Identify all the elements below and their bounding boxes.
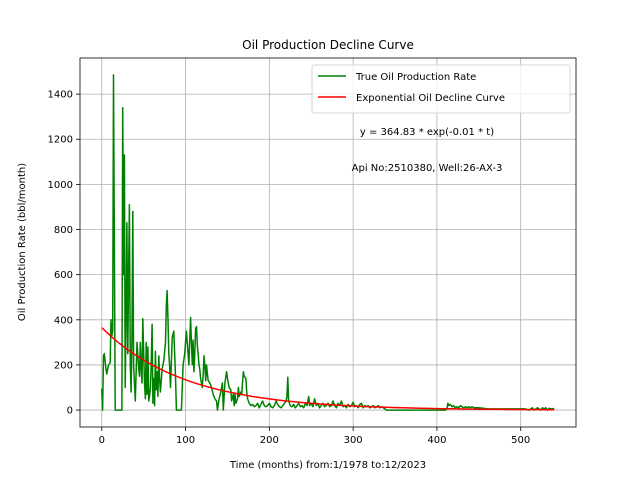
equation-annotation: y = 364.83 * exp(-0.01 * t) xyxy=(360,127,494,138)
y-tick-label: 1400 xyxy=(48,90,73,101)
x-tick-label: 500 xyxy=(511,435,530,446)
legend-label-true-rate: True Oil Production Rate xyxy=(355,72,476,83)
y-tick-label: 800 xyxy=(54,225,73,236)
legend-box xyxy=(311,64,571,114)
y-axis-label: Oil Production Rate (bbl/month) xyxy=(17,163,28,321)
x-axis-label: Time (months) from:1/1978 to:12/2023 xyxy=(229,460,426,471)
legend: True Oil Production Rate Exponential Oil… xyxy=(311,64,571,114)
plot-frame xyxy=(79,57,577,428)
x-tick-label: 400 xyxy=(427,435,446,446)
axis-ticks: 0 100 200 300 400 500 0 200 400 600 800 1000 1200 140… xyxy=(48,90,531,446)
well-annotation: Api No:2510380, Well:26-AX-3 xyxy=(352,163,503,174)
y-tick-label: 1200 xyxy=(48,135,73,146)
y-tick-label: 0 xyxy=(67,406,73,417)
y-tick-label: 1000 xyxy=(48,180,73,191)
x-tick-label: 0 xyxy=(99,435,105,446)
series-layer xyxy=(101,74,555,411)
x-tick-label: 200 xyxy=(260,435,279,446)
x-tick-label: 300 xyxy=(344,435,363,446)
y-tick-label: 400 xyxy=(54,315,73,326)
series-exponential-decline-curve xyxy=(101,327,555,411)
y-tick-label: 600 xyxy=(54,270,73,281)
legend-label-exponential-curve: Exponential Oil Decline Curve xyxy=(356,93,505,104)
x-tick-label: 100 xyxy=(176,435,195,446)
series-true-production-rate xyxy=(101,74,555,411)
chart-title: Oil Production Decline Curve xyxy=(242,38,414,52)
y-tick-label: 200 xyxy=(54,360,73,371)
